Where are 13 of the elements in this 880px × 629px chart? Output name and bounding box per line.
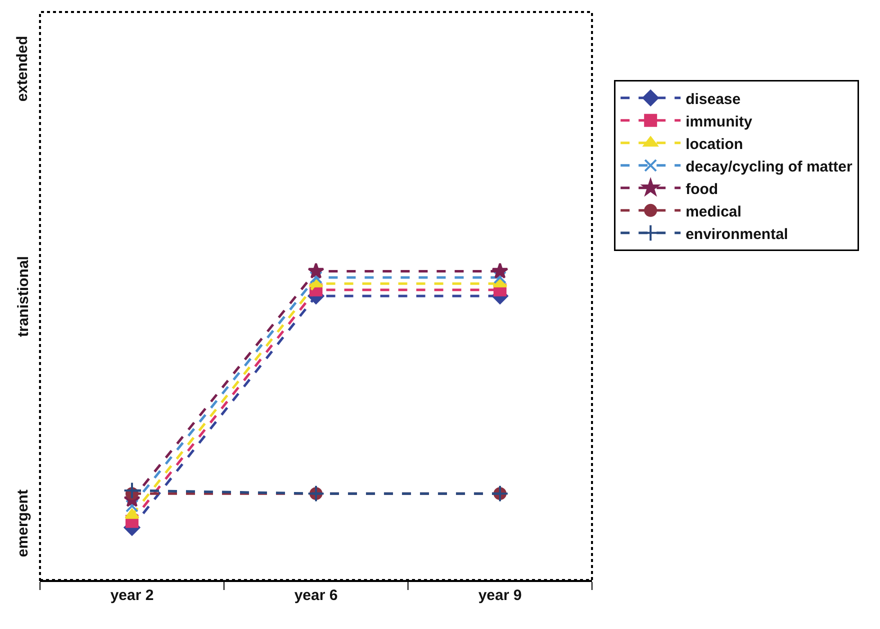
text: extended	[14, 36, 32, 102]
legend-label: medical	[686, 203, 742, 220]
legend-label: disease	[686, 90, 741, 108]
x-tick-label: year 9	[478, 587, 522, 604]
legend-label: decay/cycling of matter	[686, 158, 852, 176]
x-tick-label: year 2	[110, 587, 154, 604]
legend-label: immunity	[686, 113, 753, 130]
x-tick-label: year 6	[294, 587, 338, 604]
text: emergent	[14, 490, 32, 558]
legend-label: environmental	[686, 226, 788, 243]
legend-label: food	[686, 180, 718, 198]
text: tranistional	[14, 256, 32, 337]
legend-label: location	[686, 136, 744, 153]
